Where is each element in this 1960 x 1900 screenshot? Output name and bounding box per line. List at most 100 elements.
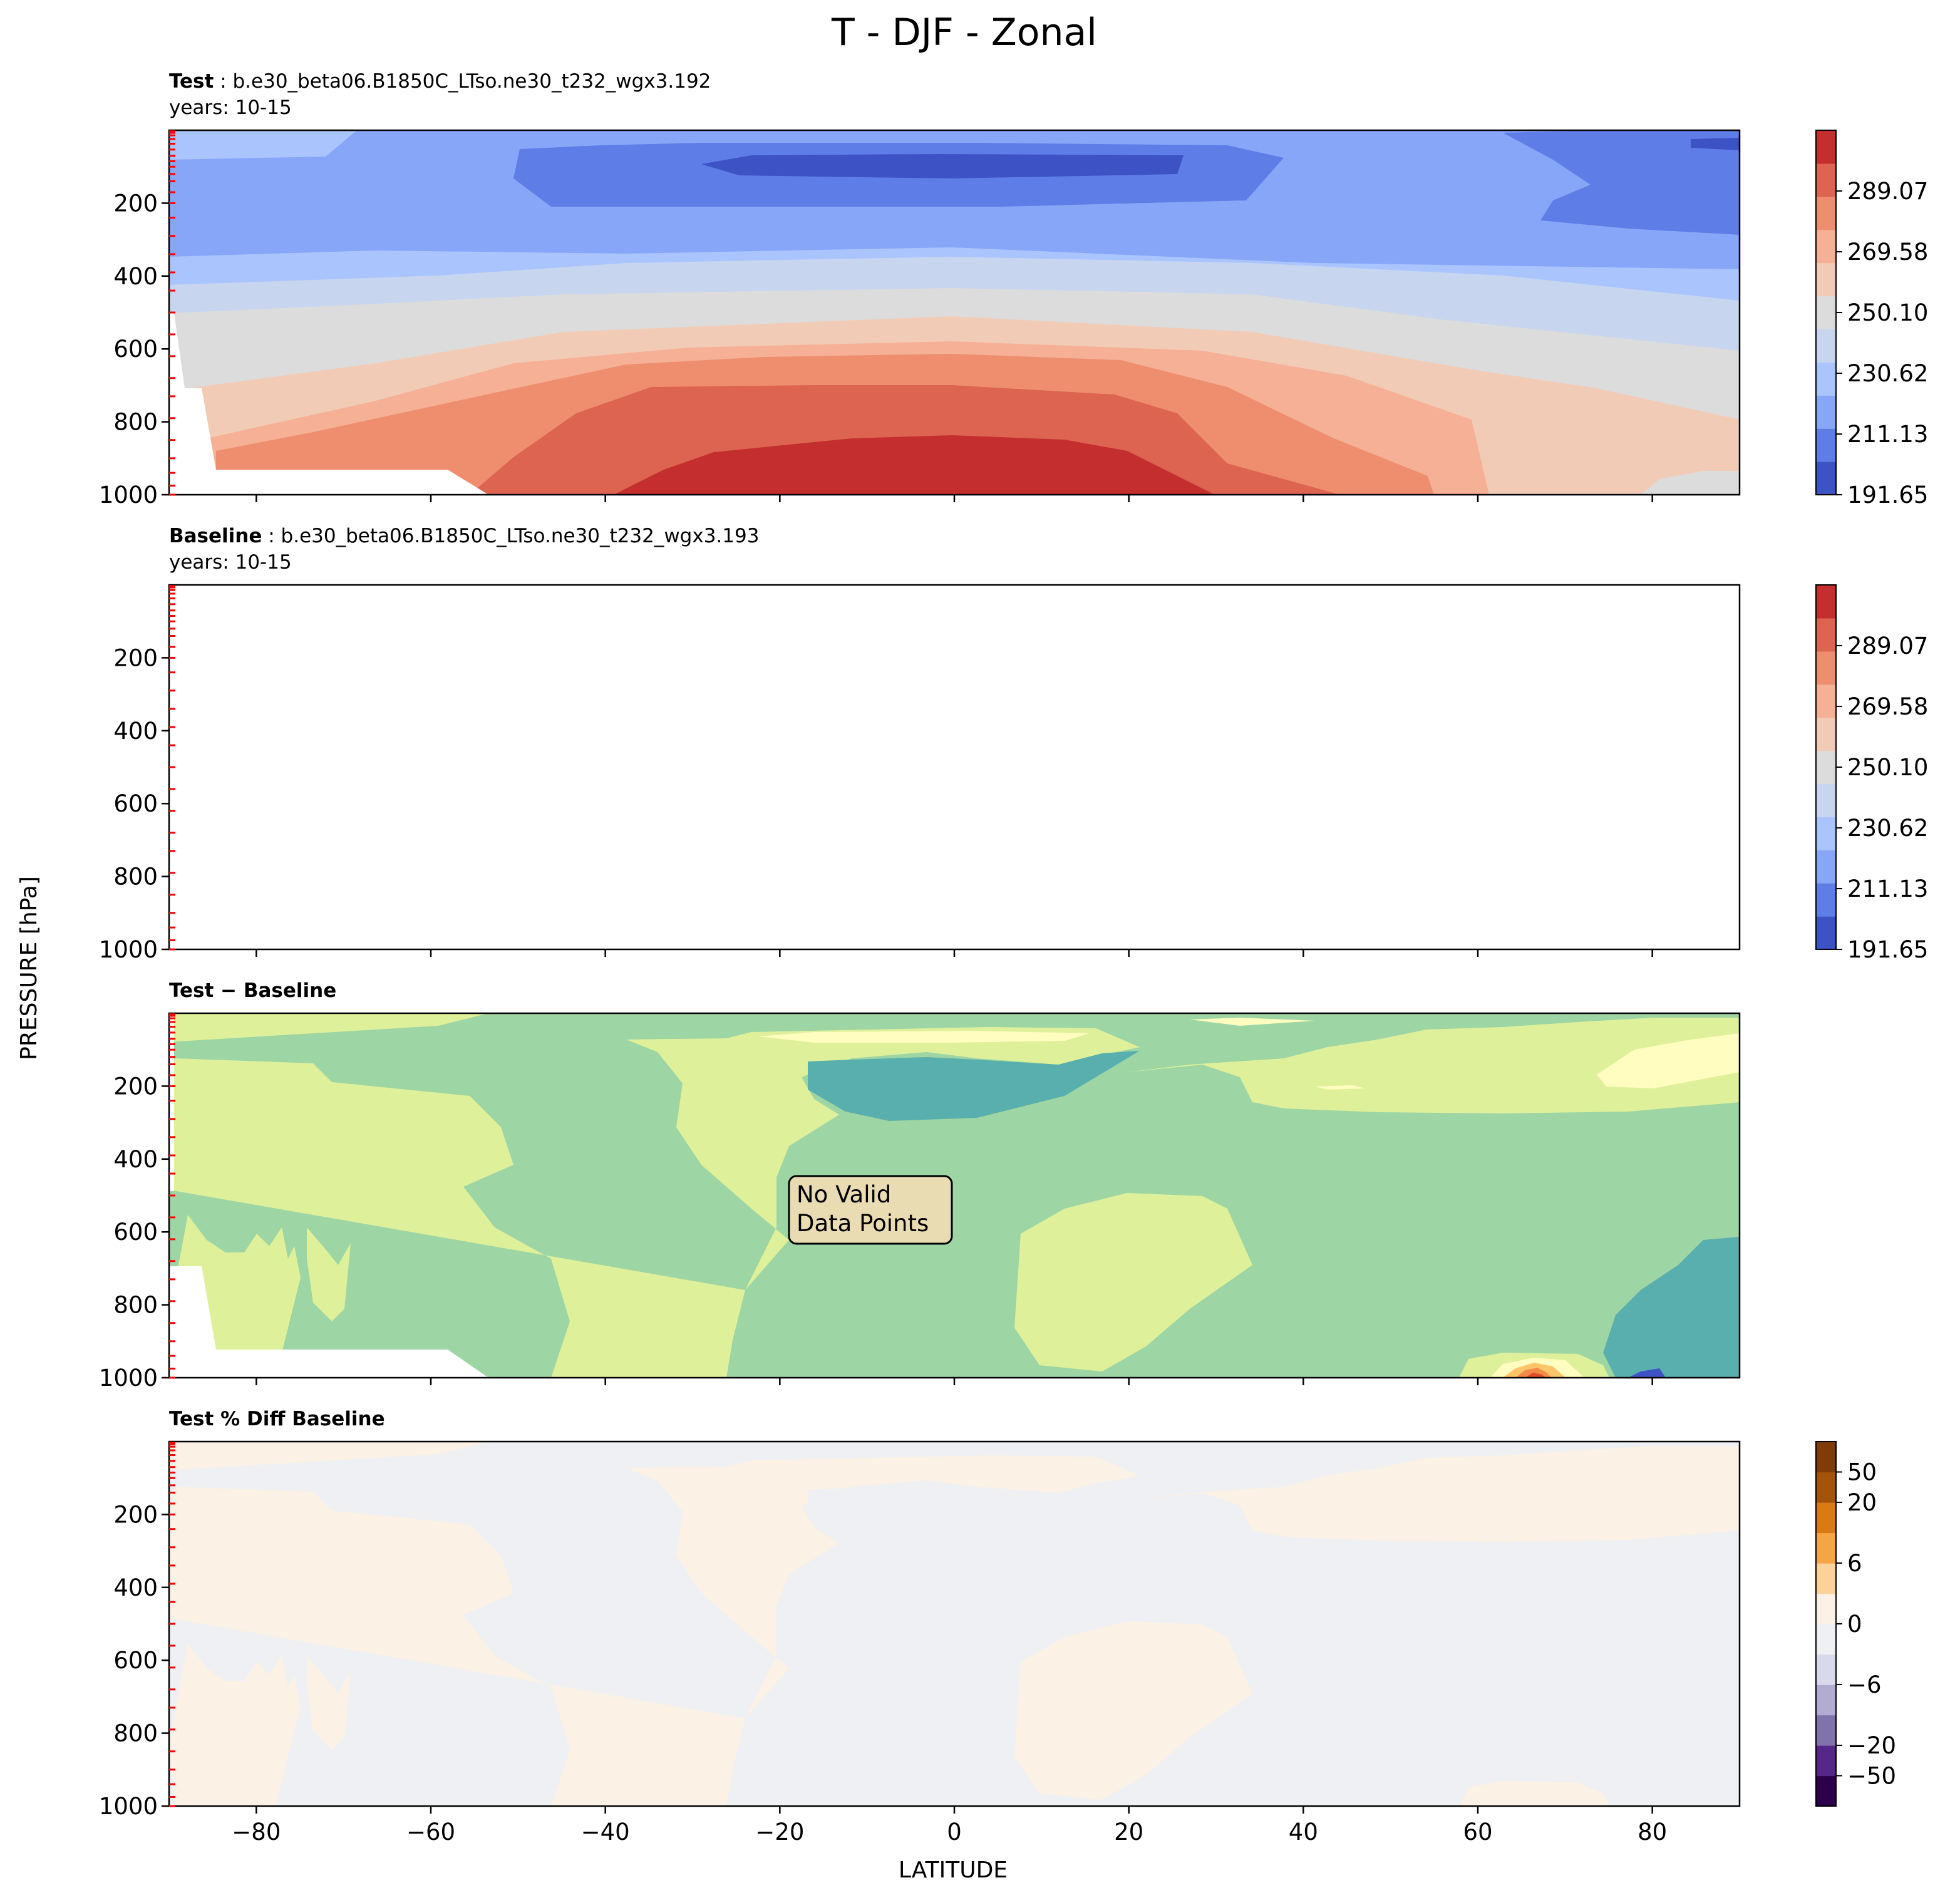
test-years: years: 10-15 <box>169 96 292 119</box>
contour-band <box>1641 926 1740 949</box>
contour-band <box>1503 585 1740 693</box>
missing-data-region <box>169 313 488 495</box>
contour-band <box>1478 1442 1553 1450</box>
baseline-years: years: 10-15 <box>169 551 292 574</box>
pctdiff-contour-plot <box>169 1442 1740 1806</box>
test-label: Test <box>169 70 214 93</box>
colorbar-tick-label: 211.13 <box>1847 875 1928 902</box>
y-tick-label: 600 <box>113 1219 158 1246</box>
colorbar-segment <box>1816 462 1836 495</box>
contour-band <box>1641 471 1740 495</box>
y-tick-label: 1000 <box>99 482 158 509</box>
contour-band <box>169 1013 488 1042</box>
x-tick-label: −20 <box>755 1819 804 1846</box>
contour-band <box>711 607 1180 630</box>
colorbar-segment <box>1816 395 1836 429</box>
y-tick-label: 200 <box>113 190 158 217</box>
colorbar-segment <box>1816 1593 1836 1624</box>
contour-band <box>169 1442 488 1470</box>
x-tick-label: 60 <box>1463 1819 1492 1846</box>
x-tick-label: −40 <box>581 1819 630 1846</box>
baseline-contour-plot <box>169 585 1740 949</box>
pctdiff-panel-header: Test % Diff Baseline <box>169 1408 385 1430</box>
contour-band <box>614 435 1215 495</box>
colorbar-segment <box>1816 684 1836 718</box>
colorbar-segment <box>1816 130 1836 164</box>
colorbar-tick-label: 211.13 <box>1847 421 1928 448</box>
colorbar-tick-label: 269.58 <box>1847 239 1928 266</box>
contour-band <box>614 888 1215 949</box>
contour-band <box>307 1656 351 1750</box>
colorbar-segment <box>1816 1775 1836 1807</box>
y-tick-label: 200 <box>113 1501 158 1528</box>
contour-band <box>1603 1237 1740 1378</box>
no-data-annotation-line2: Data Points <box>797 1210 929 1237</box>
x-tick-label: −60 <box>406 1819 455 1846</box>
y-axis-label: PRESSURE [hPa] <box>16 876 42 1060</box>
no-data-annotation-line1: No Valid <box>797 1181 891 1208</box>
colorbar-segment <box>1816 651 1836 685</box>
colorbar-tick-label: 191.65 <box>1847 482 1928 509</box>
x-tick-label: −80 <box>232 1819 281 1846</box>
contour-band <box>1014 1193 1252 1371</box>
contour-band <box>169 671 451 700</box>
colorbar-segment <box>1816 1502 1836 1534</box>
y-tick-label: 800 <box>113 1720 158 1747</box>
colorbar-segment <box>1816 1654 1836 1685</box>
y-tick-label: 600 <box>113 790 158 817</box>
contour-band <box>169 130 357 160</box>
colorbar-tick-label: 289.07 <box>1847 178 1928 205</box>
contour-band <box>1459 1781 1609 1806</box>
contour-band <box>808 1051 1140 1121</box>
contour-band <box>1666 587 1740 606</box>
colorbar-segment <box>1816 850 1836 884</box>
missing-data-region <box>169 1266 488 1378</box>
colorbar-tick-label: 269.58 <box>1847 693 1928 720</box>
y-tick-label: 400 <box>113 718 158 745</box>
x-tick-label: 40 <box>1289 1819 1318 1846</box>
colorbar-segment <box>1816 1532 1836 1564</box>
y-tick-label: 200 <box>113 1073 158 1100</box>
colorbar-segment <box>1816 916 1836 950</box>
colorbar-segment <box>1816 1563 1836 1594</box>
colorbar-segment <box>1816 817 1836 850</box>
contour-band <box>307 1227 351 1321</box>
colorbar-segment <box>1816 196 1836 230</box>
baseline-panel-header: Baseline : b.e30_beta06.B1850C_LTso.ne30… <box>169 525 759 547</box>
contour-band <box>1525 1373 1545 1378</box>
contour-band <box>1503 130 1740 235</box>
test-contour-plot <box>169 130 1740 495</box>
colorbar-tick-label: 230.62 <box>1847 815 1928 842</box>
contour-band <box>1691 138 1740 150</box>
colorbar-tick-label: −50 <box>1847 1763 1896 1790</box>
contour-band <box>169 1643 301 1806</box>
y-tick-label: 400 <box>113 1146 158 1173</box>
contour-band <box>470 838 1340 949</box>
axes-layer: 2004006008001000200400600800100020040060… <box>99 130 1928 1846</box>
colorbar-segment <box>1816 1472 1836 1503</box>
colorbar-segment <box>1816 883 1836 917</box>
colorbar-segment <box>1816 617 1836 652</box>
colorbar-tick-label: 289.07 <box>1847 632 1928 659</box>
colorbar-tick-label: 20 <box>1847 1489 1877 1516</box>
y-tick-label: 1000 <box>99 1365 158 1391</box>
colorbar-segment <box>1816 585 1836 619</box>
y-tick-label: 800 <box>113 864 158 891</box>
colorbar-tick-label: 6 <box>1847 1550 1862 1577</box>
contour-band <box>1597 1033 1740 1088</box>
contour-band <box>1515 1368 1552 1378</box>
colorbar-tick-label: 0 <box>1847 1611 1862 1638</box>
test-case-name: : b.e30_beta06.B1850C_LTso.ne30_t232_wgx… <box>220 70 711 93</box>
colorbar-segment <box>1816 362 1836 396</box>
colorbar-segment <box>1816 1715 1836 1746</box>
colorbar-segment <box>1816 1442 1836 1473</box>
contour-band <box>169 1018 1740 1378</box>
x-tick-label: 80 <box>1638 1819 1667 1846</box>
colorbar-segment <box>1816 428 1836 462</box>
y-tick-label: 600 <box>113 336 158 363</box>
colorbar-segment <box>1816 296 1836 330</box>
contour-band <box>207 796 1493 949</box>
contour-band <box>1315 1085 1365 1090</box>
contour-band <box>513 597 1287 661</box>
